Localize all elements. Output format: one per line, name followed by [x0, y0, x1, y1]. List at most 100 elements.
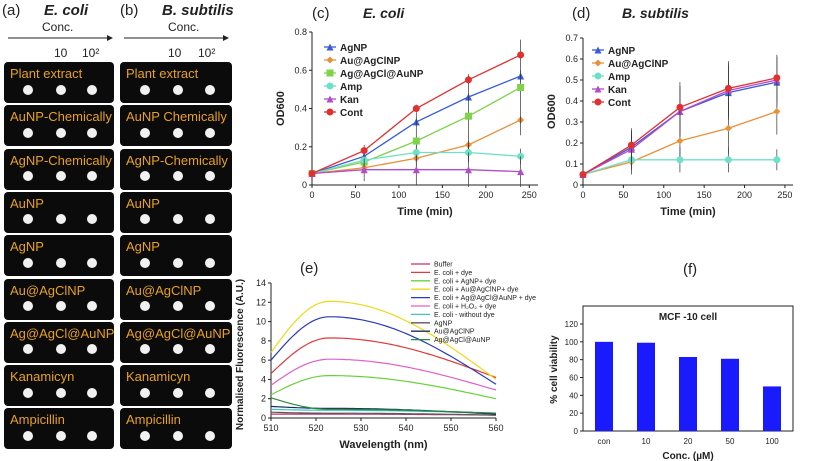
c-y-tick-label: 0.4 — [294, 104, 307, 114]
antibiotic-disc — [23, 84, 34, 95]
d-legend-label: Kan — [608, 85, 627, 96]
antibiotic-disc — [204, 84, 215, 95]
antibiotic-disc — [173, 430, 184, 441]
d-legend-label: AgNP — [608, 46, 636, 57]
e-legend-label: E. coli + H₂O₂ + dye — [434, 304, 496, 311]
c-x-tick-label: 150 — [435, 190, 450, 200]
panel-b-plate-label: Au@AgClNP — [126, 282, 202, 298]
f-bar — [595, 341, 613, 431]
antibiotic-disc — [23, 257, 34, 268]
c-panel-label: (c) — [312, 5, 330, 22]
panel-a-conc-label: Conc. — [42, 20, 74, 34]
c-legend-marker — [326, 82, 334, 90]
d-legend-marker — [594, 46, 602, 54]
f-y-tick-label: 0 — [574, 427, 579, 436]
panel-b-plate-label: AuNP Chemically — [126, 109, 227, 125]
antibiotic-disc — [204, 430, 215, 441]
f-bar — [763, 386, 781, 431]
c-data-point — [308, 170, 316, 178]
d-legend-marker — [594, 85, 602, 93]
antibiotic-disc — [139, 387, 150, 398]
panel-a-plate: Au@AgClNP — [4, 278, 114, 320]
antibiotic-disc — [139, 430, 150, 441]
d-y-label: OD600 — [546, 94, 558, 129]
f-x-tick-label: 50 — [726, 437, 735, 446]
antibiotic-disc — [139, 171, 150, 182]
c-y-tick-label: 0.2 — [294, 142, 307, 152]
panel-b-plate-label: AgNP-Chemically — [126, 152, 228, 168]
d-legend-marker — [594, 98, 602, 106]
e-series-line — [270, 375, 497, 400]
panel-b-organism: B. subtilis — [162, 2, 234, 19]
d-panel-label: (d) — [572, 5, 590, 22]
f-x-label: Conc. (µM) — [662, 451, 713, 461]
panel-b-plate-label: Ampicillin — [126, 412, 181, 428]
f-y-tick-label: 40 — [569, 391, 578, 400]
e-x-tick-label: 560 — [488, 423, 503, 433]
c-legend-label: Au@AgClNP — [340, 56, 401, 67]
c-x-tick-label: 100 — [391, 190, 406, 200]
c-data-point — [360, 147, 368, 155]
f-x-tick-label: con — [598, 437, 611, 446]
e-series-line — [270, 316, 497, 385]
panel-b-conc-label: Conc. — [168, 20, 200, 34]
e-legend-label: E. coli + AgNP+ dye — [434, 278, 496, 285]
e-legend-label: E. coli + Au@AgClNP+ dye — [434, 287, 519, 294]
antibiotic-disc — [56, 127, 67, 138]
c-legend-label: Cont — [340, 108, 363, 119]
e-series-line — [270, 337, 497, 379]
panel-b-plate: Kanamicyn — [120, 365, 232, 407]
panel-b-label: (b) — [120, 2, 139, 19]
panel-a-plate: AuNP — [4, 191, 114, 233]
c-legend-marker — [326, 56, 334, 64]
antibiotic-disc — [204, 257, 215, 268]
antibiotic-disc — [87, 344, 97, 355]
c-legend-marker — [326, 108, 334, 116]
antibiotic-disc — [173, 301, 184, 312]
c-legend-marker — [326, 95, 334, 103]
c-y-tick-label: 0 — [302, 180, 307, 190]
antibiotic-disc — [56, 84, 67, 95]
e-x-label: Wavelength (nm) — [339, 439, 428, 451]
c-legend-label: Amp — [340, 82, 362, 93]
antibiotic-disc — [23, 301, 34, 312]
f-y-tick-label: 60 — [569, 374, 578, 383]
d-y-tick-label: 0.5 — [565, 75, 578, 85]
d-y-tick-label: 0.3 — [565, 117, 578, 127]
antibiotic-disc — [139, 257, 150, 268]
f-y-tick-label: 100 — [565, 338, 579, 347]
f-y-label: % cell viability — [549, 335, 560, 404]
panel-b-plate-label: AgNP — [126, 239, 160, 255]
antibiotic-disc — [23, 127, 34, 138]
antibiotic-disc — [87, 84, 97, 95]
e-legend-label: Buffer — [434, 262, 453, 269]
panel-b-plate: Ag@AgCl@AuNP — [120, 321, 232, 363]
d-y-tick-label: 0.4 — [565, 96, 578, 106]
antibiotic-disc — [139, 127, 150, 138]
antibiotic-disc — [56, 214, 67, 225]
antibiotic-disc — [56, 171, 67, 182]
panel-a-conc-10: 10 — [54, 46, 68, 60]
antibiotic-disc — [56, 430, 67, 441]
panel-b-conc-10: 10 — [168, 46, 182, 60]
panel-b-plate-label: Plant extract — [126, 66, 199, 81]
c-data-point — [517, 83, 525, 91]
d-legend-label: Amp — [608, 72, 630, 83]
antibiotic-disc — [87, 387, 97, 398]
panel-b-plate: Ampicillin — [120, 408, 232, 450]
c-data-point — [464, 112, 472, 120]
antibiotic-disc — [87, 127, 97, 138]
d-y-tick-label: 0 — [573, 180, 578, 190]
c-data-point — [517, 168, 525, 176]
panel-b-plate: Plant extract — [120, 62, 232, 103]
d-data-point — [676, 156, 684, 164]
d-legend-marker — [594, 72, 602, 80]
e-series-line — [270, 358, 497, 391]
d-y-tick-label: 0.1 — [565, 159, 578, 169]
antibiotic-disc — [23, 214, 34, 225]
panel-a-plate-label: AuNP — [10, 195, 44, 211]
d-legend-label: Cont — [608, 98, 631, 109]
antibiotic-disc — [139, 214, 150, 225]
panel-b-plate: AgNP-Chemically — [120, 148, 232, 190]
d-data-point — [676, 137, 684, 145]
